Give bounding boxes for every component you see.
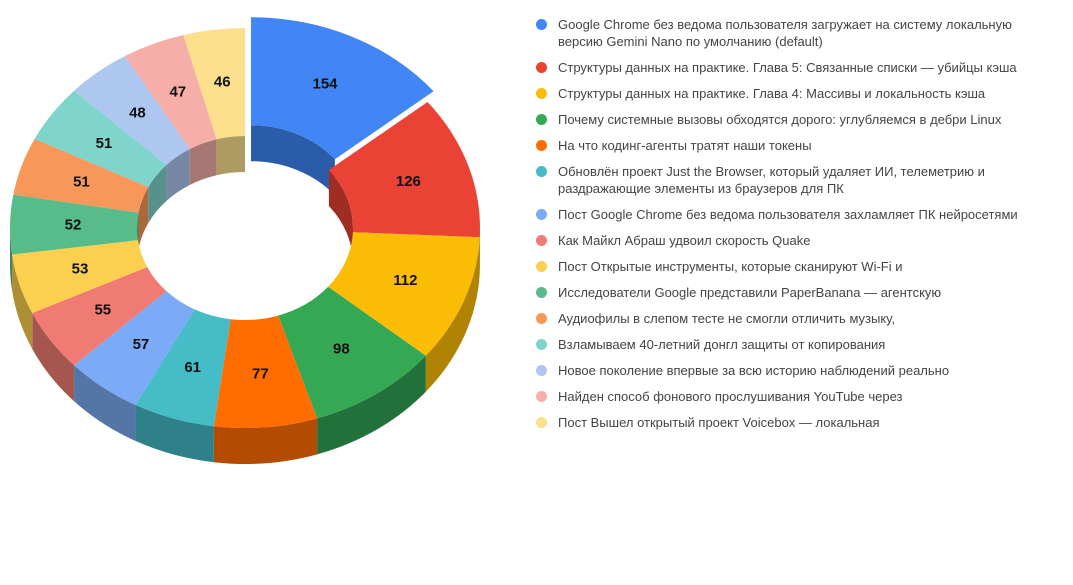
chart-legend: Google Chrome без ведома пользователя за…	[536, 16, 1073, 440]
legend-item-label: Как Майкл Абраш удвоил скорость Quake	[558, 233, 811, 248]
legend-item[interactable]: Почему системные вызовы обходятся дорого…	[536, 111, 1073, 128]
donut-slice[interactable]	[32, 267, 167, 366]
legend-item[interactable]: Пост Google Chrome без ведома пользовате…	[536, 206, 1073, 223]
legend-item-label: Пост Google Chrome без ведома пользовате…	[558, 207, 1018, 222]
donut-slice[interactable]	[9, 194, 139, 255]
donut-slice-inner-wall	[216, 136, 245, 176]
legend-item-label: На что кодинг-агенты тратят наши токены	[558, 138, 812, 153]
legend-color-swatch	[536, 339, 547, 350]
slice-value-label: 57	[133, 336, 150, 353]
legend-item-label: Найден способ фонового прослушивания You…	[558, 389, 903, 404]
legend-item-label: Структуры данных на практике. Глава 5: С…	[558, 60, 1017, 75]
legend-item-label: Обновлён проект Just the Browser, которы…	[558, 164, 985, 196]
slice-value-label: 46	[214, 73, 231, 90]
slice-value-label: 52	[65, 216, 82, 233]
donut-chart-svg: 154 126 112 98 77 61 57 55 53 52 51 51 48 47 46	[9, 17, 480, 464]
donut-slice-inner-wall	[148, 164, 167, 223]
donut-slice[interactable]	[183, 28, 245, 140]
donut-slice[interactable]	[74, 56, 190, 165]
legend-color-swatch	[536, 417, 547, 428]
donut-slice[interactable]	[278, 286, 426, 419]
legend-item-label: Аудиофилы в слепом тесте не смогли отлич…	[558, 311, 895, 326]
slice-value-label: 154	[312, 76, 338, 93]
legend-item[interactable]: Структуры данных на практике. Глава 5: С…	[536, 59, 1073, 76]
legend-item[interactable]: Исследователи Google представили PaperBa…	[536, 284, 1073, 301]
slice-value-label: 126	[396, 173, 421, 190]
legend-color-swatch	[536, 365, 547, 376]
legend-item[interactable]: Как Майкл Абраш удвоил скорость Quake	[536, 232, 1073, 249]
legend-item-label: Взламываем 40-летний донгл защиты от коп…	[558, 337, 886, 352]
legend-color-swatch	[536, 140, 547, 151]
legend-color-swatch	[536, 209, 547, 220]
slice-value-label: 51	[96, 135, 113, 152]
legend-item[interactable]: Структуры данных на практике. Глава 4: М…	[536, 85, 1073, 102]
legend-item-label: Исследователи Google представили PaperBa…	[558, 285, 942, 300]
slice-value-label: 112	[393, 272, 417, 289]
slice-value-label: 55	[94, 302, 111, 319]
donut-slice-outer-wall	[74, 365, 136, 441]
slice-value-label: 61	[184, 359, 201, 376]
legend-item-label: Новое поколение впервые за всю историю н…	[558, 363, 950, 378]
donut-slice-outer-wall	[10, 228, 13, 291]
legend-color-swatch	[536, 287, 547, 298]
legend-color-swatch	[536, 391, 547, 402]
slice-value-label: 98	[333, 341, 350, 358]
legend-color-swatch	[536, 114, 547, 125]
legend-color-swatch	[536, 313, 547, 324]
donut-chart: 154 126 112 98 77 61 57 55 53 52 51 51 48 47 46	[0, 0, 520, 585]
legend-color-swatch	[536, 88, 547, 99]
donut-slice-outer-wall	[135, 404, 214, 463]
legend-item[interactable]: Найден способ фонового прослушивания You…	[536, 388, 1073, 405]
legend-color-swatch	[536, 261, 547, 272]
donut-slice-inner-wall	[328, 170, 353, 264]
legend-item[interactable]: Пост Вышел открытый проект Voicebox — ло…	[536, 414, 1073, 431]
legend-item-label: Пост Открытые инструменты, которые скани…	[558, 259, 903, 274]
legend-item[interactable]: Аудиофилы в слепом тесте не смогли отлич…	[536, 310, 1073, 327]
legend-item-label: Структуры данных на практике. Глава 4: М…	[558, 86, 986, 101]
slice-value-label: 48	[129, 104, 146, 121]
legend-color-swatch	[536, 166, 547, 177]
legend-item[interactable]: Взламываем 40-летний донгл защиты от коп…	[536, 336, 1073, 353]
legend-color-swatch	[536, 235, 547, 246]
legend-item[interactable]: Обновлён проект Just the Browser, которы…	[536, 163, 1073, 197]
legend-item-label: Почему системные вызовы обходятся дорого…	[558, 112, 1002, 127]
donut-slice-outer-wall	[425, 237, 480, 392]
legend-item-label: Пост Вышел открытый проект Voicebox — ло…	[558, 415, 880, 430]
legend-color-swatch	[536, 19, 547, 30]
legend-item-label: Google Chrome без ведома пользователя за…	[558, 17, 1012, 49]
donut-slice[interactable]	[213, 315, 318, 428]
legend-item[interactable]: Google Chrome без ведома пользователя за…	[536, 16, 1073, 50]
slice-value-label: 53	[72, 260, 89, 277]
donut-slice-inner-wall	[189, 139, 217, 185]
donut-slice[interactable]	[328, 102, 480, 238]
slice-value-label: 47	[169, 84, 186, 101]
donut-slice-inner-wall	[166, 148, 190, 201]
donut-slice[interactable]	[328, 232, 480, 356]
legend-item[interactable]: На что кодинг-агенты тратят наши токены	[536, 137, 1073, 154]
donut-slice[interactable]	[251, 17, 434, 160]
donut-slice[interactable]	[135, 309, 231, 427]
legend-item[interactable]: Новое поколение впервые за всю историю н…	[536, 362, 1073, 379]
legend-item[interactable]: Пост Открытые инструменты, которые скани…	[536, 258, 1073, 275]
slice-value-label: 77	[252, 365, 269, 382]
donut-slice-outer-wall	[213, 418, 318, 464]
donut-slice[interactable]	[124, 35, 217, 149]
donut-slice[interactable]	[74, 291, 195, 405]
legend-color-swatch	[536, 62, 547, 73]
donut-slice[interactable]	[34, 90, 167, 187]
donut-slice[interactable]	[13, 138, 149, 213]
slice-value-label: 51	[73, 173, 90, 190]
donut-slice[interactable]	[12, 240, 148, 313]
donut-slice-inner-wall	[251, 125, 335, 196]
donut-slice-inner-wall	[138, 186, 149, 249]
donut-slice-outer-wall	[317, 355, 426, 455]
donut-slice-outer-wall	[32, 312, 75, 402]
donut-slice-outer-wall	[12, 254, 33, 349]
